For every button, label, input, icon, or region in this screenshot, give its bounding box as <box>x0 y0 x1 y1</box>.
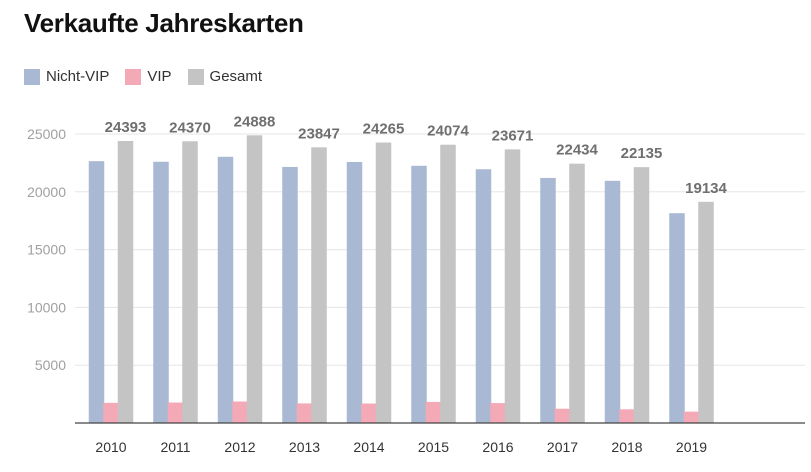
bar-gesamt <box>698 201 714 423</box>
bar-vip <box>296 403 313 423</box>
x-tick-label: 2018 <box>611 439 642 455</box>
bar-vip <box>619 409 635 423</box>
bar-nicht-vip <box>346 161 363 423</box>
bar-nicht-vip <box>153 161 169 423</box>
data-label: 22434 <box>556 142 598 159</box>
legend-item-gesamt: Gesamt <box>187 68 263 85</box>
legend-label-nicht-vip: Nicht-VIP <box>46 68 110 85</box>
bar-gesamt <box>117 141 134 424</box>
x-tick-label: 2012 <box>224 439 255 455</box>
data-label: 23671 <box>492 127 534 144</box>
x-tick-label: 2016 <box>482 439 513 455</box>
data-label: 24074 <box>427 123 469 140</box>
data-label: 22135 <box>621 145 663 162</box>
bar-nicht-vip <box>669 213 685 423</box>
legend-swatch-vip <box>125 68 142 85</box>
x-tick-label: 2019 <box>676 439 707 455</box>
bar-nicht-vip <box>604 180 621 423</box>
bar-nicht-vip <box>217 156 234 423</box>
data-label: 24370 <box>169 119 211 136</box>
y-tick-label: 25000 <box>27 126 66 142</box>
legend-swatch-nicht-vip <box>24 68 40 85</box>
data-label: 19134 <box>685 180 727 197</box>
bar-nicht-vip <box>475 169 492 423</box>
x-tick-label: 2015 <box>418 439 449 455</box>
bar-nicht-vip <box>282 166 298 424</box>
x-tick-label: 2010 <box>95 439 126 455</box>
x-tick-label: 2011 <box>160 439 190 455</box>
data-label: 24393 <box>105 119 147 136</box>
bar-nicht-vip <box>411 165 427 424</box>
bar-vip <box>361 403 377 423</box>
bar-gesamt <box>440 144 456 423</box>
bar-vip <box>167 402 184 423</box>
bar-gesamt <box>569 163 585 423</box>
y-tick-label: 5000 <box>35 357 66 373</box>
legend-label-vip: VIP <box>147 68 172 85</box>
data-label: 23847 <box>298 125 340 142</box>
bar-gesamt <box>375 142 392 424</box>
bar-vip <box>554 408 571 423</box>
bar-vip <box>490 403 506 423</box>
bar-gesamt <box>504 149 521 424</box>
bar-gesamt <box>633 167 650 423</box>
legend-item-nicht-vip: Nicht-VIP <box>24 68 109 85</box>
x-tick-label: 2017 <box>547 439 578 455</box>
data-label: 24265 <box>363 120 405 137</box>
bar-vip <box>683 411 700 423</box>
legend: Nicht-VIP VIP Gesamt <box>24 68 278 85</box>
bar-nicht-vip <box>540 177 556 423</box>
legend-label-gesamt: Gesamt <box>209 68 263 85</box>
data-label: 24888 <box>234 113 276 130</box>
bar-vip <box>232 401 248 423</box>
bar-gesamt <box>182 141 198 423</box>
y-tick-label: 10000 <box>27 299 66 315</box>
legend-swatch-gesamt <box>187 68 204 85</box>
bar-nicht-vip <box>88 161 105 423</box>
bar-gesamt <box>311 147 327 423</box>
y-tick-label: 20000 <box>27 184 66 200</box>
x-tick-label: 2014 <box>353 439 384 455</box>
legend-item-vip: VIP <box>125 68 172 85</box>
bar-vip <box>425 401 442 423</box>
bar-gesamt <box>246 135 263 423</box>
bar-vip <box>103 402 119 423</box>
x-tick-label: 2013 <box>289 439 320 455</box>
chart-title: Verkaufte Jahreskarten <box>24 8 304 38</box>
y-tick-label: 15000 <box>27 242 66 258</box>
